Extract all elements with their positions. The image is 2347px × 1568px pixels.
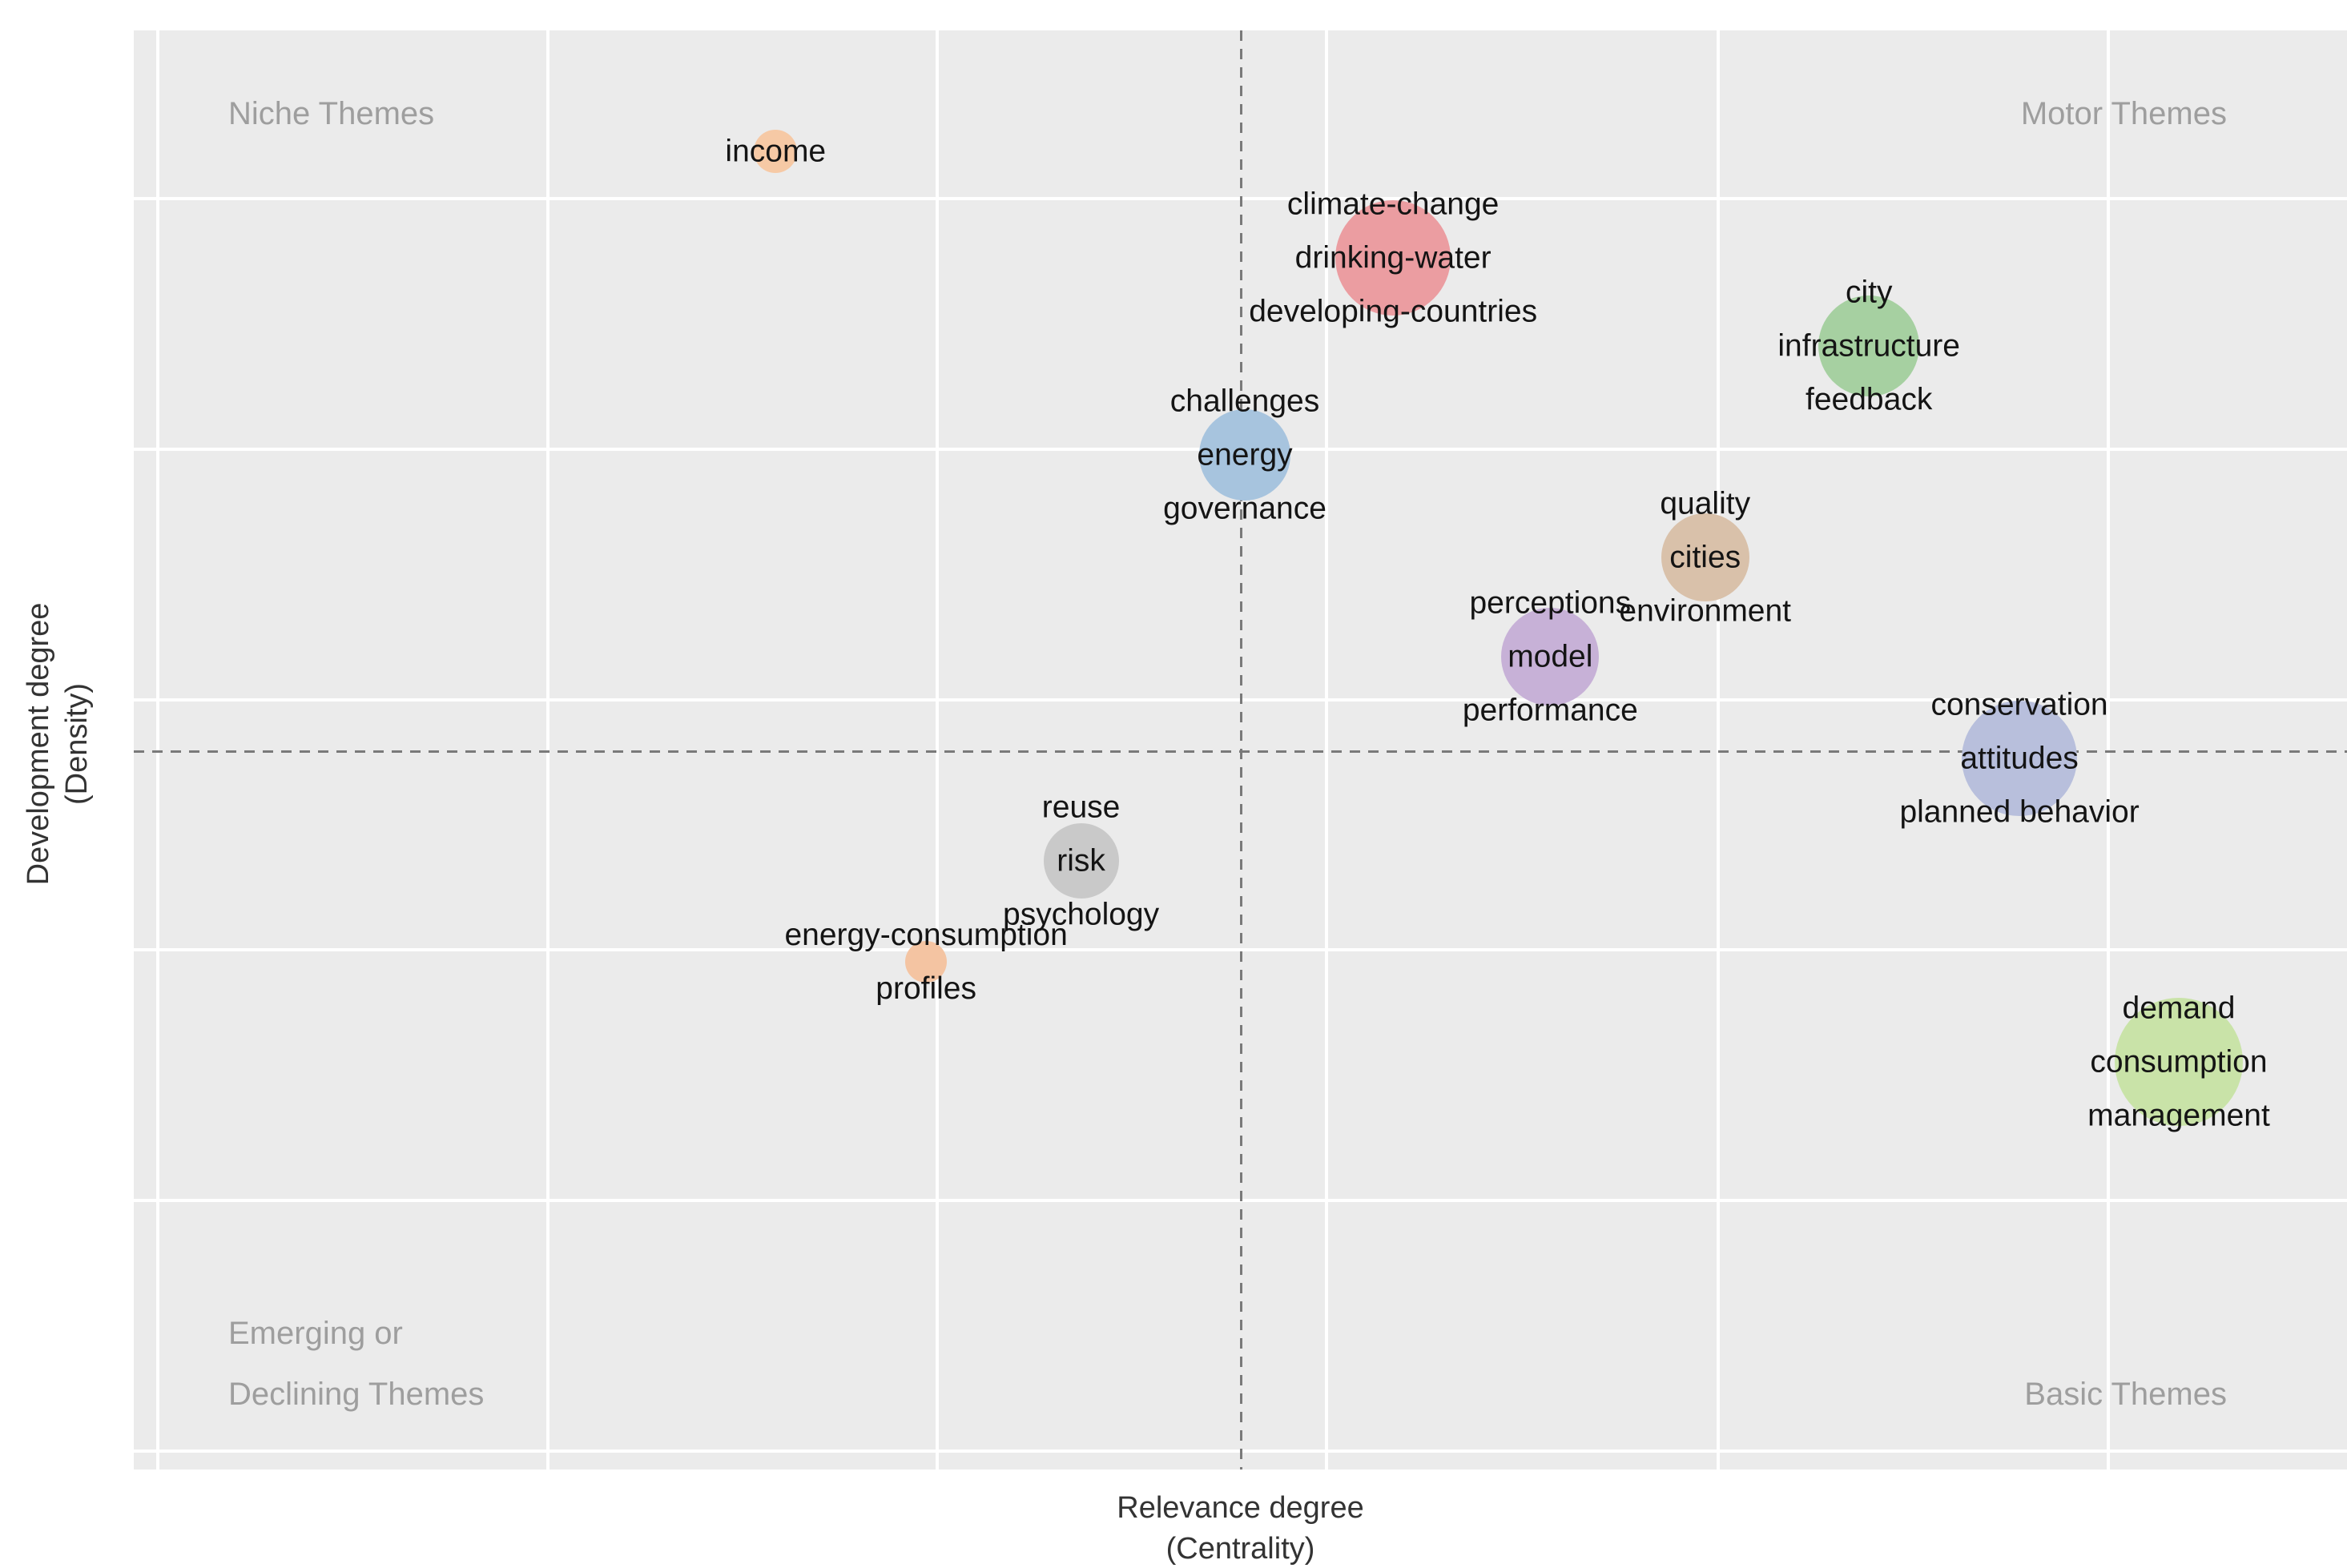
gridline-vertical — [2106, 30, 2110, 1469]
theme-label-line: feedback — [1806, 382, 1933, 417]
theme-label-income: income — [725, 124, 826, 178]
theme-label-line: planned behavior — [1899, 794, 2140, 830]
theme-label-line: model — [1508, 639, 1593, 674]
theme-label-line: developing-countries — [1249, 294, 1538, 329]
theme-label-city: city infrastructure feedback — [1777, 265, 1960, 426]
y-axis-label-line2: (Density) — [60, 682, 94, 806]
theme-bubble-demand — [2115, 998, 2243, 1127]
quadrant-label-basic-themes: Basic Themes — [2024, 1377, 2227, 1412]
theme-label-conservation: conservation attitudes planned behavior — [1899, 678, 2139, 839]
theme-bubble-reuse — [1043, 822, 1119, 899]
theme-label-perceptions: perceptions model performance — [1463, 576, 1638, 737]
theme-bubble-perceptions — [1501, 607, 1600, 706]
theme-bubble-challenges — [1199, 409, 1291, 501]
theme-label-line: quality — [1660, 486, 1751, 521]
gridline-vertical — [156, 30, 160, 1469]
y-axis-label-line1: Development degree — [22, 602, 55, 886]
theme-bubble-climate-change — [1335, 199, 1451, 316]
theme-label-line: cities — [1669, 540, 1741, 575]
x-axis-label: Relevance degree (Centrality) — [134, 1488, 2347, 1568]
theme-label-line: climate-change — [1286, 187, 1500, 222]
gridline-vertical — [935, 30, 939, 1469]
theme-bubble-income — [754, 129, 798, 173]
theme-label-line: reuse — [1041, 790, 1121, 825]
quadrant-label-niche-themes: Niche Themes — [228, 96, 435, 131]
gridline-vertical — [545, 30, 550, 1469]
quadrant-label-emerging-line2: Declining Themes — [228, 1377, 485, 1412]
theme-label-line: environment — [1619, 593, 1792, 629]
theme-label-demand: demand consumption management — [2087, 982, 2270, 1143]
plot-panel: Niche Themes Motor Themes Emerging or De… — [134, 30, 2347, 1469]
theme-label-line: profiles — [876, 971, 976, 1006]
theme-label-line: psychology — [1003, 897, 1160, 932]
theme-bubble-quality — [1661, 513, 1749, 601]
theme-label-line: infrastructure — [1777, 328, 1960, 364]
x-axis-label-line1: Relevance degree — [1117, 1491, 1364, 1525]
quadrant-label-emerging-declining-themes: Emerging or Declining Themes — [228, 1303, 484, 1425]
theme-label-reuse: reuse risk psychology — [1003, 780, 1159, 941]
crosshair-horizontal-dashed-line — [134, 750, 2347, 754]
theme-label-line: energy — [1197, 437, 1293, 472]
theme-label-energy-consumption: energy-consumption profiles — [784, 908, 1067, 1015]
quadrant-label-motor-themes: Motor Themes — [2020, 96, 2227, 131]
theme-label-line: city — [1845, 275, 1893, 310]
quadrant-label-emerging-line1: Emerging or — [228, 1316, 403, 1351]
theme-label-line: consumption — [2090, 1044, 2268, 1080]
theme-label-line: attitudes — [1960, 741, 2079, 776]
theme-bubble-city — [1818, 295, 1920, 396]
crosshair-vertical-dashed-line — [1239, 30, 1242, 1469]
theme-label-climate-change: climate-change drinking-water developing-c… — [1249, 177, 1537, 338]
theme-label-line: management — [2087, 1098, 2270, 1133]
gridline-vertical — [1325, 30, 1329, 1469]
theme-label-line: challenges — [1169, 384, 1320, 419]
gridline-vertical — [1717, 30, 1721, 1469]
theme-label-line: conservation — [1930, 687, 2108, 722]
theme-label-line: governance — [1163, 491, 1326, 526]
theme-label-line: income — [725, 134, 827, 169]
theme-label-line: demand — [2122, 991, 2236, 1026]
theme-bubble-energy-consumption — [905, 940, 948, 983]
theme-bubble-conservation — [1962, 701, 2078, 817]
theme-label-line: perceptions — [1469, 585, 1632, 621]
x-axis-label-line2: (Centrality) — [1165, 1532, 1315, 1566]
y-axis-label: Development degree (Density) — [19, 603, 96, 886]
theme-label-line: performance — [1462, 693, 1638, 728]
theme-label-line: drinking-water — [1294, 240, 1492, 275]
theme-label-challenges: challenges energy governance — [1163, 375, 1326, 536]
theme-label-line: energy-consumption — [784, 917, 1068, 952]
theme-label-line: risk — [1057, 843, 1105, 878]
theme-label-quality: quality cities environment — [1619, 476, 1791, 637]
